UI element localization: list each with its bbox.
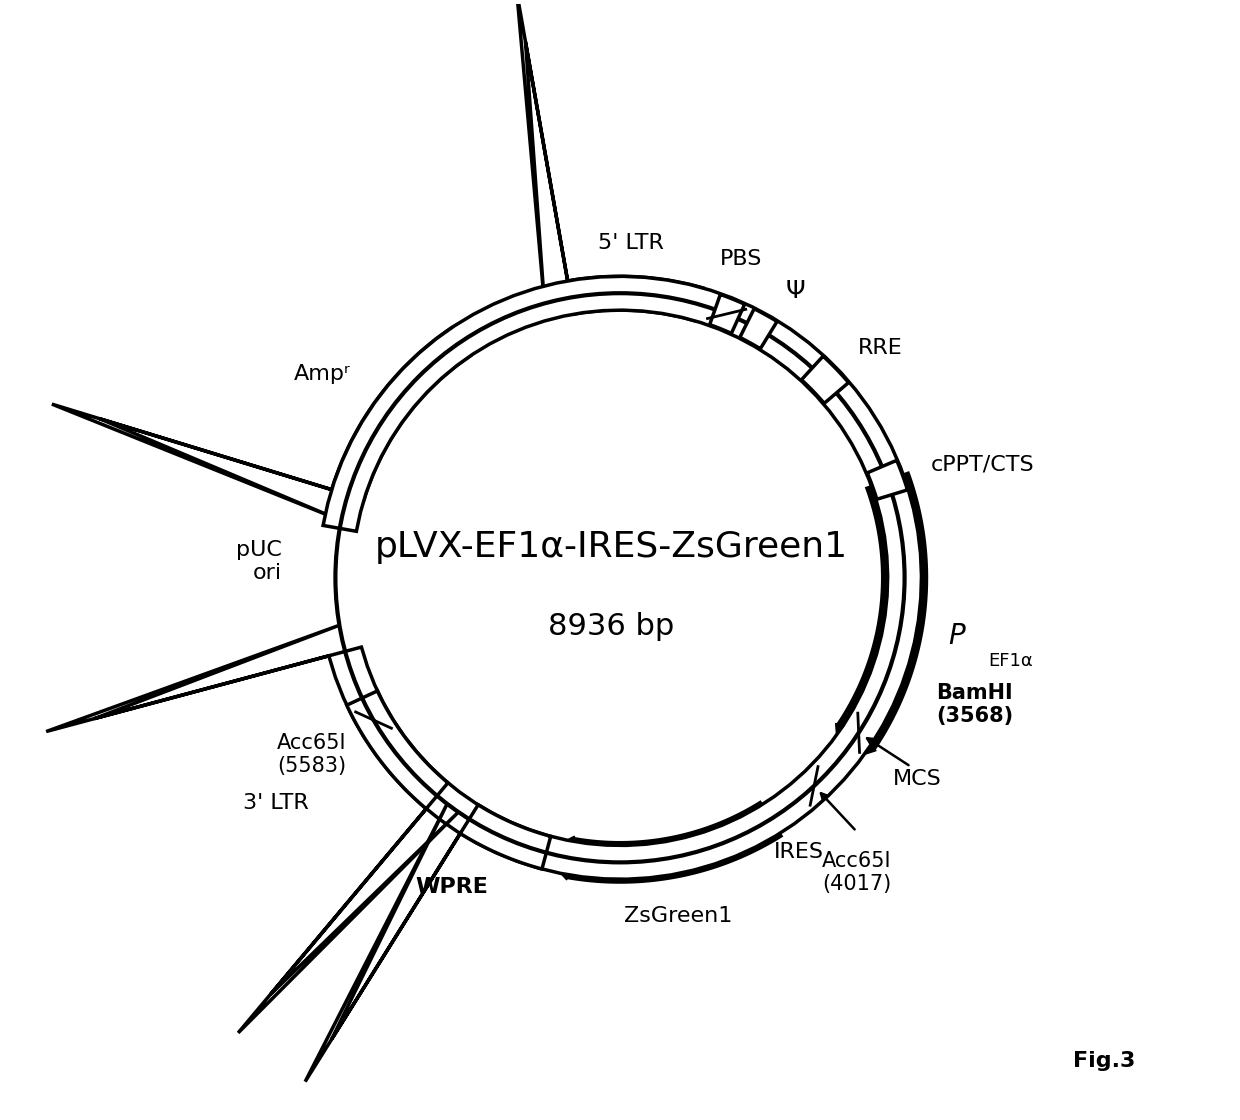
Polygon shape <box>305 805 551 1082</box>
Polygon shape <box>46 277 921 879</box>
Text: Fig.3: Fig.3 <box>1074 1052 1136 1072</box>
Text: ZsGreen1: ZsGreen1 <box>624 906 732 926</box>
Text: cPPT/CTS: cPPT/CTS <box>931 455 1034 475</box>
Polygon shape <box>52 328 470 520</box>
Polygon shape <box>543 837 574 880</box>
Polygon shape <box>837 473 926 749</box>
Polygon shape <box>567 802 781 883</box>
Polygon shape <box>517 0 703 320</box>
Text: Acc65I
(4017): Acc65I (4017) <box>822 851 892 894</box>
Polygon shape <box>867 460 908 500</box>
Text: Ampʳ: Ampʳ <box>294 364 350 384</box>
Text: Ψ: Ψ <box>785 279 805 304</box>
Polygon shape <box>709 295 745 334</box>
Text: PBS: PBS <box>720 249 763 269</box>
Text: pUC
ori: pUC ori <box>237 540 283 584</box>
Text: MCS: MCS <box>893 769 942 790</box>
Polygon shape <box>801 356 848 403</box>
Text: IRES: IRES <box>774 841 823 861</box>
Text: $\mathit{P}$: $\mathit{P}$ <box>949 622 967 650</box>
Text: WPRE: WPRE <box>415 877 489 897</box>
Text: pLVX-EF1α-IRES-ZsGreen1: pLVX-EF1α-IRES-ZsGreen1 <box>374 530 848 563</box>
Text: 5' LTR: 5' LTR <box>599 233 665 253</box>
Polygon shape <box>836 724 877 763</box>
Polygon shape <box>740 309 777 348</box>
Text: 3' LTR: 3' LTR <box>243 793 309 813</box>
Text: RRE: RRE <box>858 338 903 358</box>
Text: Acc65I
(5583): Acc65I (5583) <box>277 732 346 776</box>
Text: BamHI
(3568): BamHI (3568) <box>936 683 1013 726</box>
Polygon shape <box>238 691 458 1033</box>
Text: 8936 bp: 8936 bp <box>548 613 675 641</box>
Text: EF1α: EF1α <box>988 652 1033 670</box>
